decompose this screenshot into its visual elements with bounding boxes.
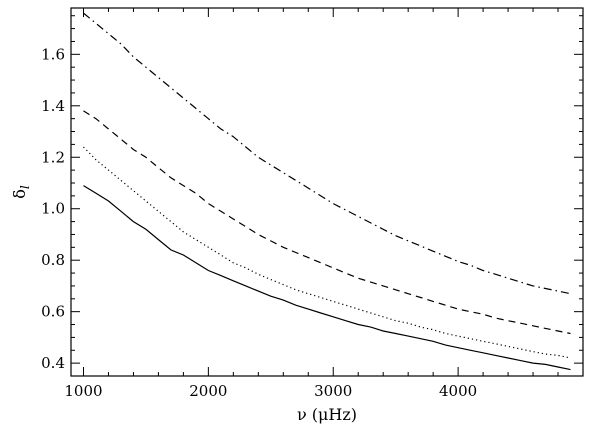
plot-frame bbox=[70, 7, 584, 377]
y-tick-label: 0.8 bbox=[41, 251, 65, 269]
y-tick-label: 1.6 bbox=[41, 45, 65, 63]
x-axis-title: ν (μHz) bbox=[297, 405, 357, 424]
series-line-dashed bbox=[83, 110, 571, 335]
x-tick-label: 4000 bbox=[439, 382, 477, 400]
axis-tick-labels: 1000 2000 3000 4000 0.4 0.6 0.8 1.0 1.2 1.4 1.6 bbox=[41, 45, 477, 400]
y-axis-title-sub: l bbox=[18, 185, 32, 189]
x-tick-label: 2000 bbox=[189, 382, 227, 400]
series-line-dotted bbox=[83, 146, 571, 359]
y-tick-label: 1.2 bbox=[41, 148, 65, 166]
y-tick-label: 1.0 bbox=[41, 200, 65, 218]
series-lines bbox=[83, 12, 571, 371]
series-line-solid bbox=[83, 185, 571, 371]
axis-ticks bbox=[71, 8, 583, 377]
series-line-dashdot bbox=[83, 12, 571, 295]
y-tick-label: 0.4 bbox=[41, 354, 65, 372]
y-axis-title: δl bbox=[10, 185, 32, 199]
y-axis-title-main: δ bbox=[10, 189, 29, 199]
y-tick-label: 0.6 bbox=[41, 303, 65, 321]
x-tick-label: 1000 bbox=[64, 382, 102, 400]
x-tick-label: 3000 bbox=[314, 382, 352, 400]
y-tick-label: 1.4 bbox=[41, 97, 65, 115]
